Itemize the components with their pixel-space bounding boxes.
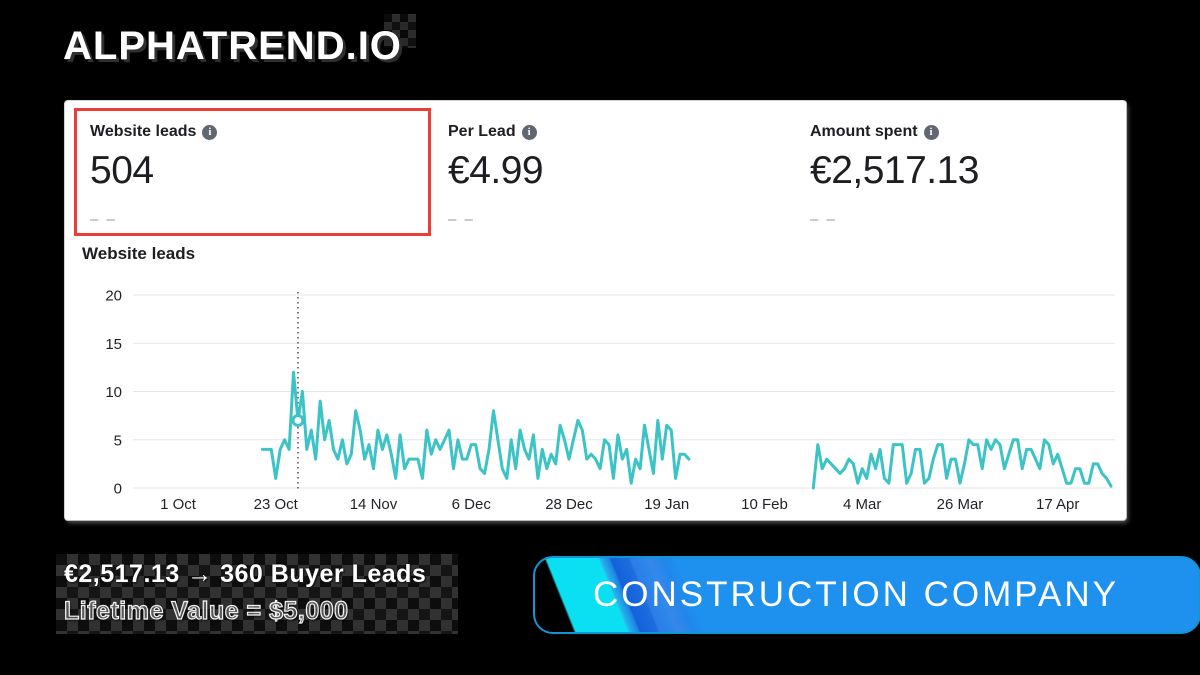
stat-label: Per Lead <box>448 123 516 140</box>
leads-line-segment-2 <box>811 438 1113 490</box>
banner-label: CONSTRUCTION COMPANY <box>593 575 1120 614</box>
leads-line-segment-1 <box>260 370 691 485</box>
highlighted-data-point-marker[interactable] <box>291 413 305 427</box>
x-tick-label: 1 Oct <box>160 496 197 513</box>
y-tick-label: 20 <box>105 288 122 305</box>
caption-subline: Lifetime Value = $5,000 <box>63 596 349 625</box>
stat-label: Amount spent <box>810 123 918 140</box>
x-tick-label: 10 Feb <box>741 496 788 513</box>
stat-value: 504 <box>90 149 154 192</box>
stat-subvalue: – – <box>810 211 837 228</box>
stat-website-leads: Website leads i 504 – – <box>90 123 218 228</box>
alphatrend-logo: ALPHATREND.IO <box>63 24 402 68</box>
stat-value: €4.99 <box>448 149 544 192</box>
stat-amount-spent: Amount spent i €2,517.13 – – <box>810 123 980 228</box>
x-tick-label: 14 Nov <box>350 496 398 513</box>
chart-title: Website leads <box>82 244 196 263</box>
ads-report-card: Website leads i 504 – – Per Lead i €4.99… <box>65 101 1126 520</box>
construction-company-banner: CONSTRUCTION COMPANY <box>533 556 1200 634</box>
y-tick-label: 15 <box>105 336 122 353</box>
censor-mosaic-patch <box>384 14 416 48</box>
website-leads-highlight-box <box>74 108 431 236</box>
x-tick-label: 23 Oct <box>254 496 299 513</box>
y-tick-label: 0 <box>114 481 122 498</box>
stat-value: €2,517.13 <box>810 149 980 192</box>
y-tick-label: 10 <box>105 384 122 401</box>
stat-per-lead: Per Lead i €4.99 – – <box>448 123 544 228</box>
stat-label: Website leads <box>90 123 197 140</box>
y-tick-label: 5 <box>114 432 122 449</box>
x-tick-label: 6 Dec <box>452 496 492 513</box>
caption-headline: €2,517.13 → 360 Buyer Leads <box>64 560 427 588</box>
x-tick-label: 28 Dec <box>545 496 593 513</box>
website-leads-chart: 0 5 10 15 20 1 Oct 23 Oct 14 Nov 6 Dec 28 Dec 19 J… <box>105 288 1115 513</box>
info-icon[interactable]: i <box>923 124 939 140</box>
stat-subvalue: – – <box>448 211 475 228</box>
stat-subvalue: – – <box>90 211 117 228</box>
censor-mosaic-strip <box>56 554 458 634</box>
info-icon[interactable]: i <box>521 124 537 140</box>
x-tick-label: 17 Apr <box>1036 496 1079 513</box>
x-tick-label: 26 Mar <box>937 496 984 513</box>
x-tick-label: 4 Mar <box>843 496 881 513</box>
info-icon[interactable]: i <box>202 124 218 140</box>
x-tick-label: 19 Jan <box>644 496 689 513</box>
